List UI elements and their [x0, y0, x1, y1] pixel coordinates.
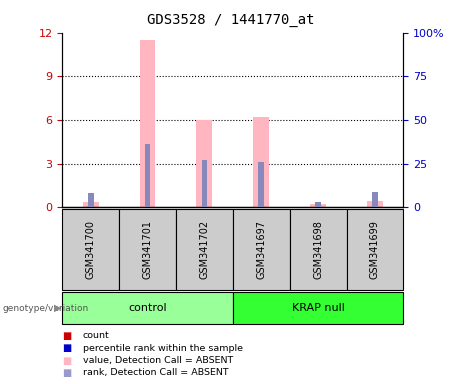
- Bar: [290, 209, 347, 290]
- Text: ■: ■: [62, 356, 71, 366]
- Bar: [89, 202, 93, 207]
- Text: percentile rank within the sample: percentile rank within the sample: [83, 344, 243, 353]
- Bar: [253, 117, 269, 207]
- Text: GSM341697: GSM341697: [256, 220, 266, 279]
- Bar: [145, 144, 150, 207]
- Text: ▶: ▶: [54, 303, 62, 313]
- Text: ■: ■: [62, 368, 71, 378]
- Bar: [140, 40, 155, 207]
- Text: GSM341698: GSM341698: [313, 220, 323, 279]
- Bar: [367, 201, 383, 207]
- Text: GDS3528 / 1441770_at: GDS3528 / 1441770_at: [147, 13, 314, 27]
- Bar: [372, 192, 378, 207]
- Text: KRAP null: KRAP null: [292, 303, 344, 313]
- Text: GSM341699: GSM341699: [370, 220, 380, 279]
- Bar: [196, 120, 213, 207]
- Bar: [62, 292, 233, 324]
- Bar: [233, 209, 290, 290]
- Bar: [119, 209, 176, 290]
- Bar: [372, 202, 377, 207]
- Bar: [233, 292, 403, 324]
- Text: ■: ■: [62, 331, 71, 341]
- Bar: [83, 202, 99, 207]
- Bar: [176, 209, 233, 290]
- Bar: [62, 209, 119, 290]
- Text: GSM341700: GSM341700: [86, 220, 96, 279]
- Text: value, Detection Call = ABSENT: value, Detection Call = ABSENT: [83, 356, 233, 365]
- Text: ■: ■: [62, 343, 71, 353]
- Bar: [310, 204, 326, 207]
- Bar: [88, 194, 94, 207]
- Bar: [258, 162, 264, 207]
- Text: control: control: [128, 303, 167, 313]
- Text: rank, Detection Call = ABSENT: rank, Detection Call = ABSENT: [83, 368, 229, 377]
- Text: GSM341702: GSM341702: [199, 220, 209, 279]
- Text: genotype/variation: genotype/variation: [2, 304, 89, 313]
- Bar: [201, 160, 207, 207]
- Text: GSM341701: GSM341701: [142, 220, 153, 279]
- Bar: [315, 202, 321, 207]
- Bar: [347, 209, 403, 290]
- Text: count: count: [83, 331, 110, 341]
